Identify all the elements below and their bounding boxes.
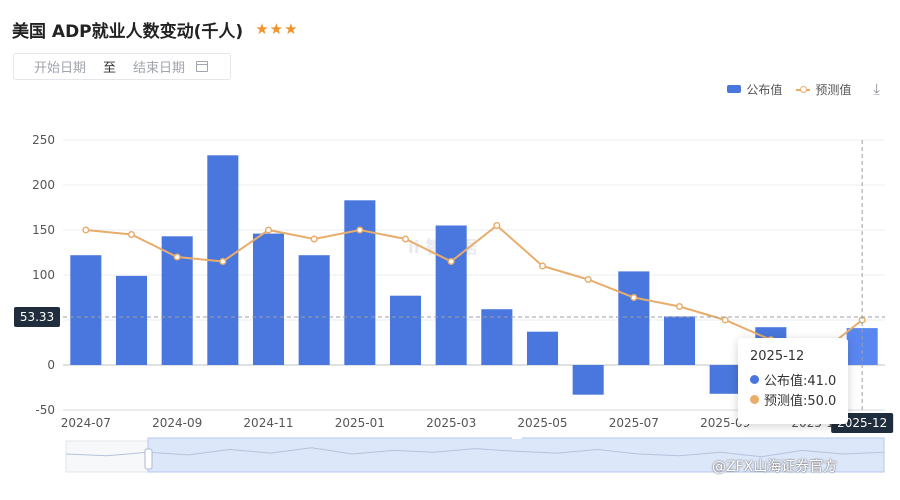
tooltip-row-published: 公布值:41.0 [750,369,848,389]
x-tick-label: 2025-07 [609,416,659,430]
chart-legend: 公布值 预测值 ⤓ [713,80,880,98]
forecast-point-2025-07 [630,293,638,302]
y-tick-label: 200 [32,178,55,192]
start-date-input[interactable]: 开始日期 [34,61,87,76]
x-tick-label: 2025-05 [517,416,567,430]
forecast-point-2024-10 [219,257,227,266]
y-tick-label: -50 [35,403,55,417]
zoom-handle-left[interactable] [144,448,153,470]
bar-2025-03 [435,225,467,365]
x-tick-label: 2025-12 [837,416,887,430]
zoom-selected-range [147,437,885,473]
bar-2024-12 [298,255,330,365]
forecast-point-2024-11 [264,226,273,234]
forecast-point-2025-09 [721,316,729,324]
legend-label-published: 公布值 [746,82,783,97]
bar-2025-07 [618,271,650,365]
bar-2025-09 [709,365,741,394]
y-tick-label: 150 [32,223,55,237]
title-row: 美国 ADP就业人数变动(千人) ★★★ [12,14,299,44]
legend-item-forecast[interactable]: 预测值 [796,81,851,98]
calendar-icon[interactable] [196,61,209,72]
forecast-point-2024-09 [173,253,181,261]
tooltip-published-value: 公布值:41.0 [764,373,837,389]
forecast-point-2025-02 [401,235,410,243]
bar-2024-11 [252,233,285,365]
tooltip-dot-forecast [750,394,759,404]
x-tick-label: 2025-09 [700,416,750,430]
tooltip-title: 2025-12 [750,349,805,364]
tooltip-forecast-value: 预测值:50.0 [764,393,837,409]
end-date-input[interactable]: 结束日期 [133,61,186,76]
y-tick-label: 0 [47,358,55,372]
x-tick-label: 2025-01 [335,416,385,430]
legend-bar-swatch [727,85,742,93]
zoom-mini-line [65,447,885,458]
x-tick-label: 2024-11 [243,416,293,430]
forecast-point-2024-07 [82,226,90,234]
bar-2025-08 [663,316,696,365]
forecast-point-2025-06 [584,275,592,284]
y-tick-label: 100 [32,268,55,282]
crosshair-y-label-box [14,307,60,328]
legend-label-forecast: 预测值 [815,82,852,97]
bar-2025-02 [389,295,422,365]
forecast-point-2025-04 [493,221,501,230]
bar-2025-05 [526,331,559,365]
y-tick-label: 250 [32,133,55,147]
legend-line-swatch [796,84,811,94]
importance-stars: ★★★ [255,20,299,38]
zoom-drag-grip[interactable] [512,435,522,439]
date-range-separator: 至 [103,61,117,76]
x-tick-label: 2025-03 [426,416,476,430]
legend-item-published[interactable]: 公布值 [727,81,782,98]
date-range-picker[interactable]: 开始日期 至 结束日期 [13,53,231,80]
forecast-point-2025-01 [356,226,364,234]
x-tick-label: 2024-09 [152,416,202,430]
x-tick-label: 2024-07 [61,416,111,430]
tooltip-row-forecast: 预测值:50.0 [750,389,848,409]
chart-title: 美国 ADP就业人数变动(千人) [12,21,244,42]
forecast-point-2025-08 [675,302,684,311]
download-icon[interactable]: ⤓ [873,80,880,98]
bar-2025-01 [344,200,376,365]
forecast-point-2024-08 [127,230,136,239]
bar-2025-04 [481,309,513,365]
source-watermark: @ZFX山海证券官方 [712,459,838,475]
bar-2024-07 [70,255,102,365]
chart-tooltip: 2025-12 公布值:41.0 预测值:50.0 [738,338,848,424]
crosshair-y-label: 53.33 [20,310,54,324]
tooltip-dot-published [750,374,759,384]
bar-2025-06 [572,365,604,395]
bar-2024-08 [115,275,148,365]
forecast-point-2025-05 [538,262,547,270]
forecast-point-2025-03 [447,257,455,266]
forecast-point-2024-12 [310,235,318,243]
forecast-line [85,224,863,358]
